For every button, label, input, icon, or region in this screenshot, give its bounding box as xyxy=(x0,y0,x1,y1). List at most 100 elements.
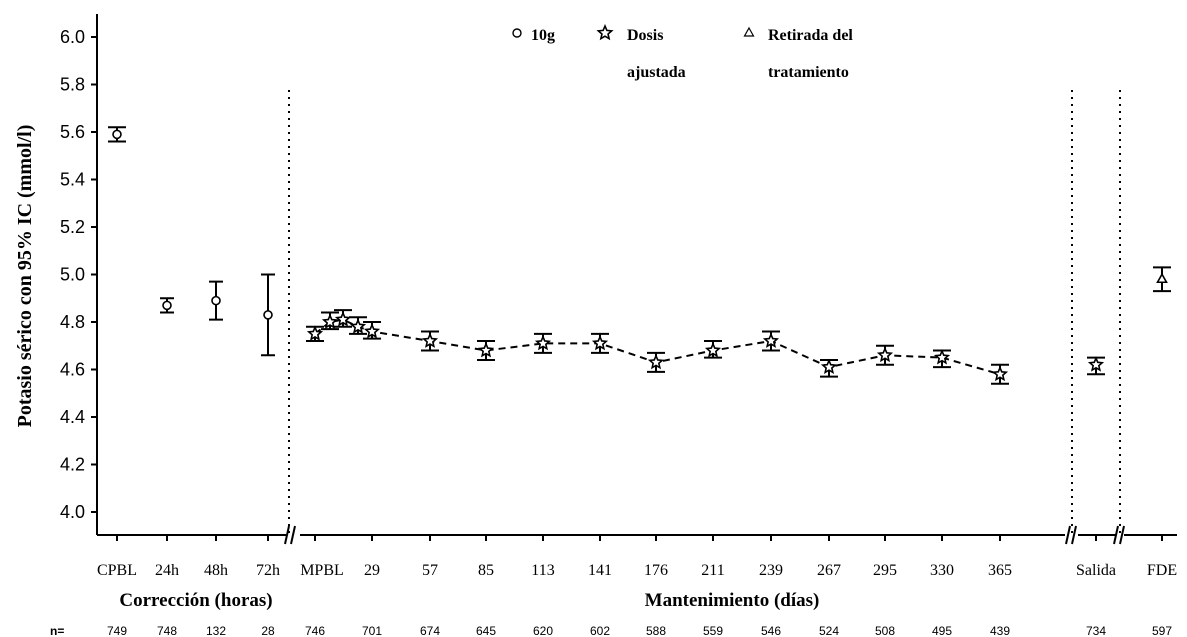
point-star-29 xyxy=(363,322,381,339)
x-tick-label-211: 211 xyxy=(701,562,724,579)
x-tick-label-295: 295 xyxy=(873,562,897,579)
n-count-176: 588 xyxy=(646,624,666,637)
legend-triangle-marker xyxy=(743,26,755,37)
point-star-176 xyxy=(647,353,665,370)
legend-item-dosis-ajustada: Dosis ajustada xyxy=(596,23,686,81)
x-tick-label-29: 29 xyxy=(364,562,380,579)
point-circle-24h xyxy=(162,300,172,311)
y-tick-label: 5.6 xyxy=(60,122,85,142)
point-star-113 xyxy=(534,334,552,351)
point-star-211 xyxy=(704,341,722,358)
y-tick-label: 5.4 xyxy=(60,170,85,190)
x-tick-label-365: 365 xyxy=(988,562,1012,579)
y-tick-label: 4.8 xyxy=(60,312,85,332)
y-tick-label: 5.0 xyxy=(60,265,85,285)
legend: 10g Dosis ajustada Retirada del tratamie… xyxy=(512,23,853,81)
axis-break-mark xyxy=(284,525,290,545)
y-axis-title: Potasio sérico con 95% IC (mmol/l) xyxy=(14,125,36,428)
y-tick-label: 4.4 xyxy=(60,407,85,427)
n-count-211: 559 xyxy=(703,624,723,637)
x-tick-label-239: 239 xyxy=(759,562,783,579)
legend-item-10g: 10g xyxy=(512,27,555,44)
x-tick-label-72h: 72h xyxy=(256,562,280,579)
n-count-48h: 132 xyxy=(206,624,226,637)
x-tick-label-48h: 48h xyxy=(204,562,228,579)
n-count-57: 674 xyxy=(420,624,440,637)
legend-item-retirada: Retirada del tratamiento xyxy=(743,26,853,81)
axis-break-mark xyxy=(290,525,296,545)
point-circle-72h xyxy=(263,310,273,320)
group-label-mantenimiento: Mantenimiento (días) xyxy=(645,590,820,611)
point-circle-cpbl xyxy=(112,129,122,140)
legend-label-10g: 10g xyxy=(531,27,555,44)
y-tick-label: 4.2 xyxy=(60,455,85,475)
n-count-salida: 734 xyxy=(1086,624,1106,637)
axis-break-mark xyxy=(1065,525,1071,545)
axes xyxy=(91,14,1177,545)
point-star-57 xyxy=(421,332,439,348)
n-count-mpbl: 746 xyxy=(305,624,325,637)
n-count-113: 620 xyxy=(533,624,553,637)
legend-star-marker xyxy=(596,23,614,41)
x-tick-label-cpbl: CPBL xyxy=(97,562,137,579)
point-star-267 xyxy=(820,358,838,375)
n-count-330: 495 xyxy=(932,624,952,637)
x-tick-label-fde: FDE xyxy=(1147,562,1177,579)
point-triangle-fde xyxy=(1156,272,1168,284)
trend-line xyxy=(314,318,1001,376)
tick-labels: 4.0 4.2 4.4 4.6 4.8 5.0 5.2 5.4 5.6 5.8 6.0 CPBL 24h… xyxy=(60,27,1177,579)
point-star-mpbl xyxy=(306,325,324,341)
n-count-cpbl: 749 xyxy=(107,624,127,637)
legend-circle-marker xyxy=(512,28,522,38)
n-count-295: 508 xyxy=(875,624,895,637)
x-tick-label-176: 176 xyxy=(644,562,668,579)
y-tick-label: 6.0 xyxy=(60,27,85,47)
y-tick-label: 4.6 xyxy=(60,360,85,380)
y-tick-label: 4.0 xyxy=(60,502,85,522)
data-layer xyxy=(108,126,1171,385)
legend-label-retirada-line1: Retirada del xyxy=(768,27,853,44)
n-row-label: n= xyxy=(50,624,64,637)
point-star-salida xyxy=(1087,356,1105,372)
n-count-fde: 597 xyxy=(1152,624,1172,637)
point-star-365 xyxy=(991,365,1009,382)
x-tick-label-mpbl: MPBL xyxy=(300,562,344,579)
point-star-pt1 xyxy=(321,313,339,329)
legend-label-dosis-line2: ajustada xyxy=(627,64,686,81)
n-count-239: 546 xyxy=(761,624,781,637)
x-tick-label-85: 85 xyxy=(478,562,494,579)
section-dividers xyxy=(288,90,1121,535)
n-count-365: 439 xyxy=(990,624,1010,637)
point-star-239 xyxy=(762,332,780,348)
n-count-141: 602 xyxy=(590,624,610,637)
n-row: 749 748 132 28 746 701 674 645 620 602 588 559 546 52… xyxy=(107,624,1172,637)
point-star-pt2 xyxy=(334,311,352,327)
x-tick-label-57: 57 xyxy=(422,562,438,579)
point-star-141 xyxy=(591,334,609,351)
point-circle-48h xyxy=(211,295,221,306)
group-label-correccion: Corrección (horas) xyxy=(119,590,272,611)
n-count-267: 524 xyxy=(819,624,839,637)
x-tick-label-24h: 24h xyxy=(155,562,179,579)
point-star-295 xyxy=(876,346,894,363)
x-tick-label-salida: Salida xyxy=(1076,562,1116,579)
point-star-pt3 xyxy=(349,318,367,334)
y-tick-label: 5.2 xyxy=(60,217,85,237)
y-tick-label: 5.8 xyxy=(60,75,85,95)
point-star-330 xyxy=(933,349,951,365)
n-count-72h: 28 xyxy=(261,624,275,637)
point-star-85 xyxy=(477,341,495,358)
legend-label-retirada-line2: tratamiento xyxy=(768,64,849,81)
x-tick-label-113: 113 xyxy=(531,562,554,579)
n-count-24h: 748 xyxy=(157,624,177,637)
x-tick-label-330: 330 xyxy=(930,562,954,579)
axis-break-mark xyxy=(1119,525,1125,545)
legend-label-dosis-line1: Dosis xyxy=(627,27,663,44)
n-count-85: 645 xyxy=(476,624,496,637)
axis-break-mark xyxy=(1071,525,1077,545)
axis-break-mark xyxy=(1113,525,1119,545)
x-tick-label-141: 141 xyxy=(588,562,612,579)
x-tick-label-267: 267 xyxy=(817,562,841,579)
n-count-29: 701 xyxy=(362,624,382,637)
